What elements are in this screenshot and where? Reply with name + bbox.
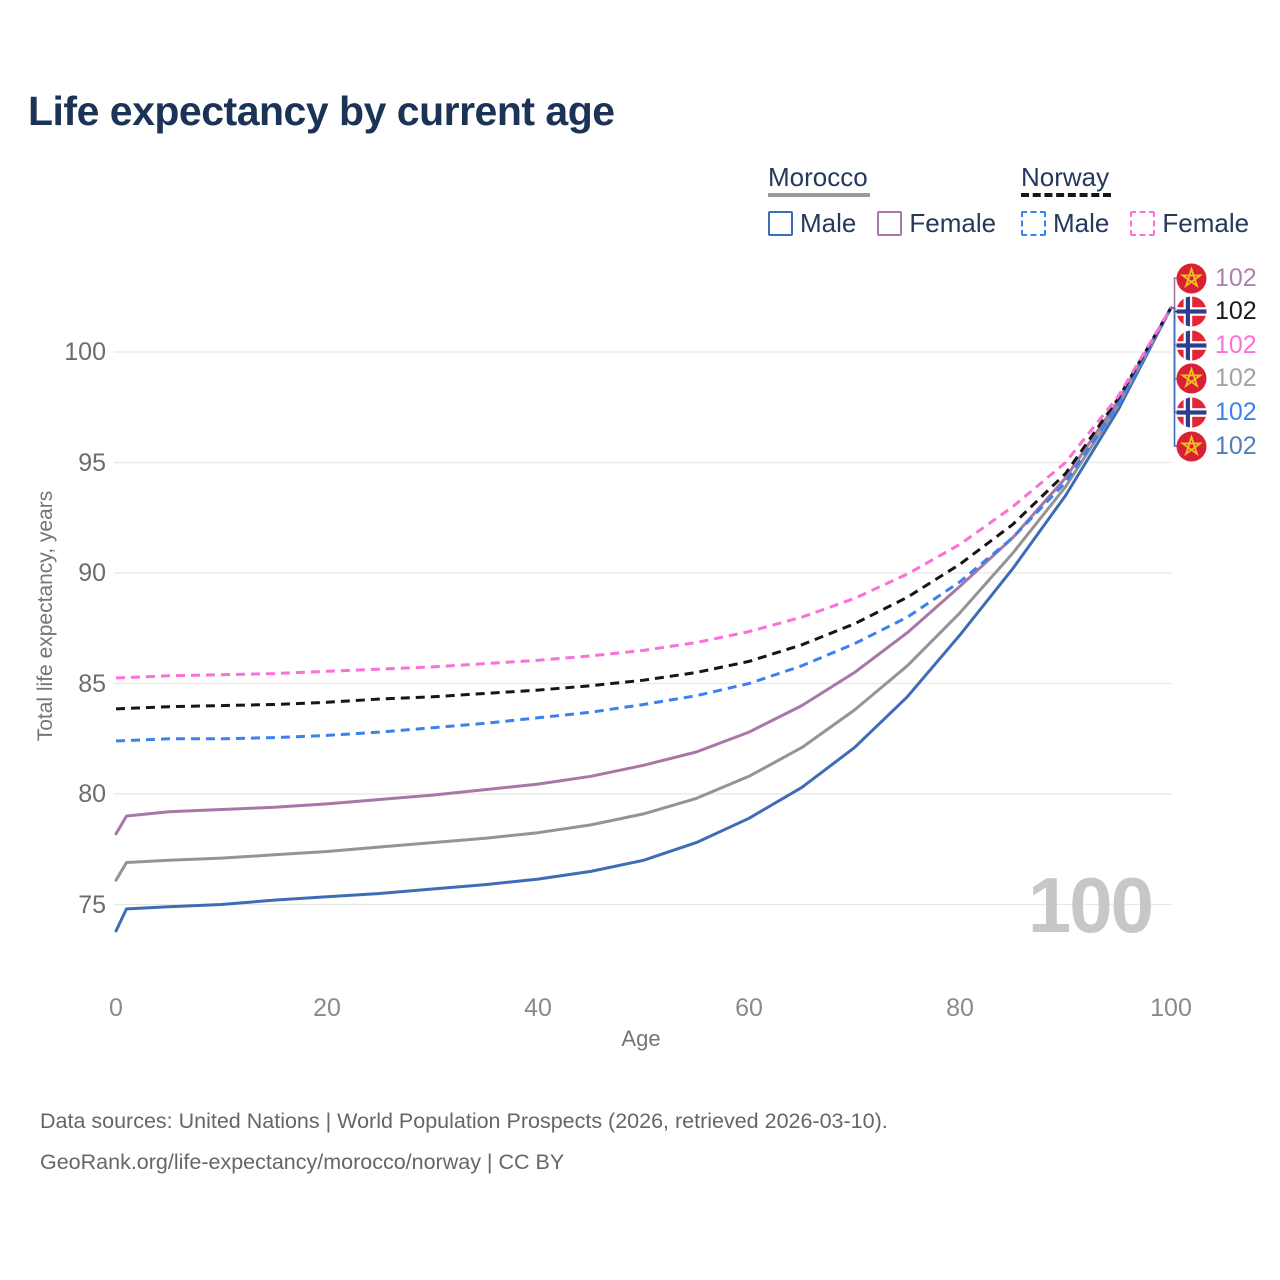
morocco-flag-icon — [1176, 363, 1207, 394]
end-value: 102 — [1215, 397, 1257, 426]
legend-item-morocco-female[interactable]: Female — [877, 208, 996, 239]
legend-group-norway: Norway Male Female — [1021, 163, 1270, 239]
series-line-morocco-male — [114, 306, 1173, 933]
legend-item-norway-male[interactable]: Male — [1021, 208, 1109, 239]
attribution-link-text: GeoRank.org/life-expectancy/morocco/norw… — [40, 1150, 565, 1174]
norway-male-swatch — [1021, 211, 1046, 236]
legend-label: Male — [800, 208, 857, 238]
x-tick-80: 80 — [946, 994, 974, 1022]
end-label-norway-total: 102 — [1176, 296, 1257, 327]
morocco-female-swatch — [877, 211, 903, 236]
end-label-morocco-total: 102 — [1176, 363, 1257, 394]
y-tick-90: 90 — [78, 559, 106, 587]
series-line-morocco-total — [114, 306, 1173, 882]
morocco-male-swatch — [768, 211, 793, 236]
y-tick-75: 75 — [78, 890, 106, 919]
series-line-norway-total — [115, 307, 1173, 711]
y-axis-title: Total life expectancy, years — [34, 490, 57, 742]
legend-label: Female — [1162, 208, 1250, 238]
end-label-morocco-female: 102 — [1176, 263, 1257, 294]
x-tick-20: 20 — [313, 994, 341, 1022]
age-watermark: 100 — [1027, 861, 1154, 949]
y-tick-95: 95 — [78, 448, 106, 477]
morocco-line-style-swatch — [768, 193, 870, 197]
norway-flag-icon — [1176, 330, 1207, 361]
morocco-flag-icon — [1176, 431, 1207, 461]
legend-group-morocco: Morocco Male Female — [768, 163, 1017, 239]
y-tick-100: 100 — [64, 338, 106, 366]
end-value: 102 — [1215, 431, 1257, 460]
end-value: 102 — [1215, 364, 1257, 393]
end-label-morocco-male: 102 — [1176, 431, 1257, 462]
norway-flag-icon — [1176, 296, 1207, 327]
series-line-morocco-female — [114, 306, 1173, 836]
legend-label: Female — [909, 208, 997, 238]
end-label-norway-male: 102 — [1176, 397, 1257, 428]
morocco-flag-icon — [1176, 263, 1207, 293]
x-tick-0: 0 — [109, 994, 123, 1022]
legend-country-morocco[interactable]: Morocco — [768, 162, 868, 192]
series-line-norway-female — [115, 307, 1173, 680]
norway-line-style-swatch — [1021, 193, 1111, 197]
end-value: 102 — [1215, 263, 1257, 292]
y-tick-85: 85 — [78, 669, 106, 698]
legend-item-norway-female[interactable]: Female — [1130, 208, 1249, 239]
data-sources-text: Data sources: United Nations | World Pop… — [40, 1109, 888, 1133]
end-value: 102 — [1215, 330, 1257, 359]
legend-item-morocco-male[interactable]: Male — [768, 208, 856, 239]
x-tick-60: 60 — [735, 994, 763, 1022]
x-tick-100: 100 — [1150, 994, 1192, 1022]
end-value: 102 — [1215, 297, 1257, 326]
leader-line-morocco-male — [1171, 307, 1178, 447]
end-label-norway-female: 102 — [1176, 330, 1257, 361]
norway-female-swatch — [1130, 211, 1156, 236]
legend-label: Male — [1053, 208, 1110, 238]
legend-country-norway[interactable]: Norway — [1021, 162, 1110, 192]
x-tick-40: 40 — [524, 994, 552, 1022]
page-title: Life expectancy by current age — [28, 88, 615, 134]
x-axis-title: Age — [621, 1026, 661, 1051]
norway-flag-icon — [1176, 397, 1207, 428]
series-line-norway-male — [115, 307, 1173, 743]
y-tick-80: 80 — [78, 780, 106, 808]
